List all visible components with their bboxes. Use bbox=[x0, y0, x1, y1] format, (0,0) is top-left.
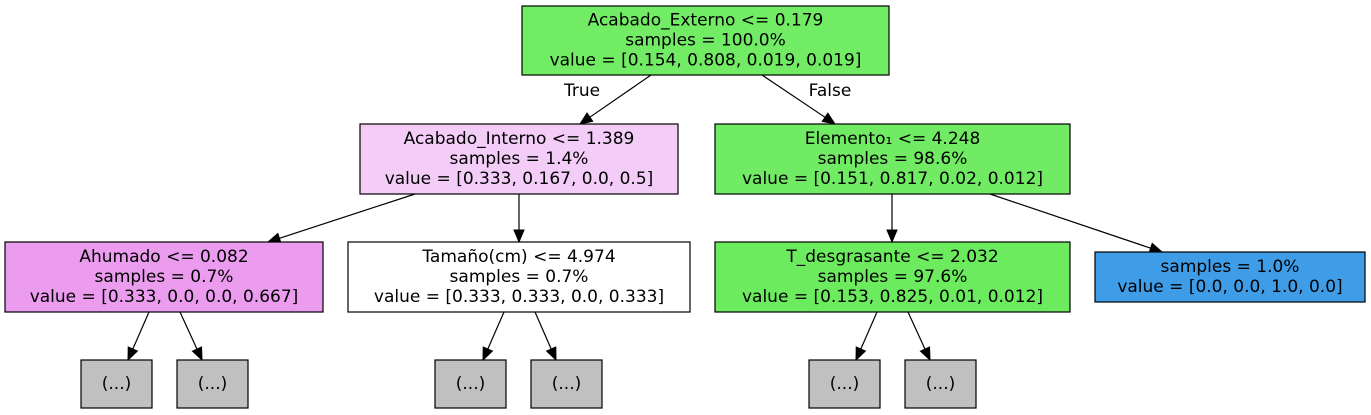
arrow-head-n1-n4 bbox=[513, 229, 525, 244]
node-text-line: Acabado_Externo <= 0.179 bbox=[588, 11, 824, 31]
edge-n4-t4 bbox=[534, 311, 552, 350]
node-text-line: Tamaño(cm) <= 4.974 bbox=[421, 247, 615, 267]
node-text-line: Elemento₁ <= 4.248 bbox=[805, 129, 981, 149]
node-text-line: samples = 97.6% bbox=[818, 267, 968, 287]
edge-label-true: True bbox=[563, 81, 600, 101]
node-text-line: value = [0.153, 0.825, 0.01, 0.012] bbox=[742, 287, 1043, 307]
node-text-line: value = [0.333, 0.167, 0.0, 0.5] bbox=[385, 169, 654, 189]
node-box bbox=[530, 359, 603, 409]
node-text-line: (...) bbox=[552, 374, 581, 394]
arrow-head-n4-t4 bbox=[545, 346, 557, 362]
node-text-line: samples = 1.0% bbox=[1161, 257, 1300, 277]
truncated-node: (...) bbox=[176, 359, 249, 409]
node-box bbox=[904, 359, 977, 409]
node-text-line: (...) bbox=[830, 374, 859, 394]
truncated-node: (...) bbox=[80, 359, 153, 409]
node-text-line: samples = 0.7% bbox=[450, 267, 589, 287]
arrow-head-root-n1 bbox=[578, 112, 594, 125]
node-box bbox=[1094, 251, 1366, 303]
edge-label-false: False bbox=[809, 81, 852, 101]
node-text-line: value = [0.154, 0.808, 0.019, 0.019] bbox=[550, 51, 862, 71]
node-box bbox=[714, 123, 1071, 195]
node-text-line: Ahumado <= 0.082 bbox=[79, 247, 248, 267]
arrow-head-n2-n5 bbox=[886, 229, 898, 244]
arrow-head-root-n2 bbox=[821, 112, 837, 125]
edge-n3-t1 bbox=[132, 311, 150, 350]
edge-root-n1 bbox=[589, 74, 652, 118]
node-text-line: value = [0.333, 0.0, 0.0, 0.667] bbox=[30, 287, 299, 307]
edge-n2-n6 bbox=[989, 193, 1151, 249]
edge-n1-n3 bbox=[279, 193, 416, 239]
node-text-line: value = [0.151, 0.817, 0.02, 0.012] bbox=[742, 169, 1043, 189]
node-text-line: value = [0.333, 0.333, 0.0, 0.333] bbox=[374, 287, 664, 307]
truncated-node: (...) bbox=[530, 359, 603, 409]
node-text-line: samples = 98.6% bbox=[818, 149, 968, 169]
node-text-line: (...) bbox=[198, 374, 227, 394]
edges-layer: True False bbox=[127, 74, 1164, 362]
node-text-line: Acabado_Interno <= 1.389 bbox=[404, 129, 635, 149]
tree-node-n6: samples = 1.0%value = [0.0, 0.0, 1.0, 0.… bbox=[1094, 251, 1366, 303]
edge-n3-t2 bbox=[179, 311, 198, 350]
arrow-head-n4-t3 bbox=[482, 346, 494, 362]
node-text-line: samples = 100.0% bbox=[625, 31, 786, 51]
node-text-line: (...) bbox=[102, 374, 131, 394]
edge-n5-t6 bbox=[907, 311, 926, 350]
node-box bbox=[176, 359, 249, 409]
truncated-node: (...) bbox=[434, 359, 507, 409]
edge-n5-t5 bbox=[860, 311, 878, 350]
node-text-line: samples = 1.4% bbox=[450, 149, 589, 169]
node-text-line: samples = 0.7% bbox=[95, 267, 234, 287]
node-box bbox=[808, 359, 881, 409]
node-box bbox=[359, 123, 679, 195]
arrow-head-n5-t5 bbox=[855, 346, 867, 362]
node-box bbox=[80, 359, 153, 409]
node-text-line: T_desgrasante <= 2.032 bbox=[785, 247, 998, 267]
node-box bbox=[347, 241, 691, 313]
node-text-line: (...) bbox=[456, 374, 485, 394]
node-text-line: value = [0.0, 0.0, 1.0, 0.0] bbox=[1117, 277, 1342, 297]
arrow-head-n3-t2 bbox=[191, 346, 203, 362]
arrow-head-n5-t6 bbox=[919, 346, 931, 362]
node-box bbox=[521, 5, 890, 76]
truncated-node: (...) bbox=[904, 359, 977, 409]
arrow-head-n3-t1 bbox=[127, 346, 139, 362]
node-text-line: (...) bbox=[926, 374, 955, 394]
node-box bbox=[714, 241, 1071, 313]
node-box bbox=[434, 359, 507, 409]
truncated-node: (...) bbox=[808, 359, 881, 409]
node-box bbox=[4, 241, 324, 313]
edge-root-n2 bbox=[761, 74, 826, 118]
edge-n4-t3 bbox=[487, 311, 505, 350]
